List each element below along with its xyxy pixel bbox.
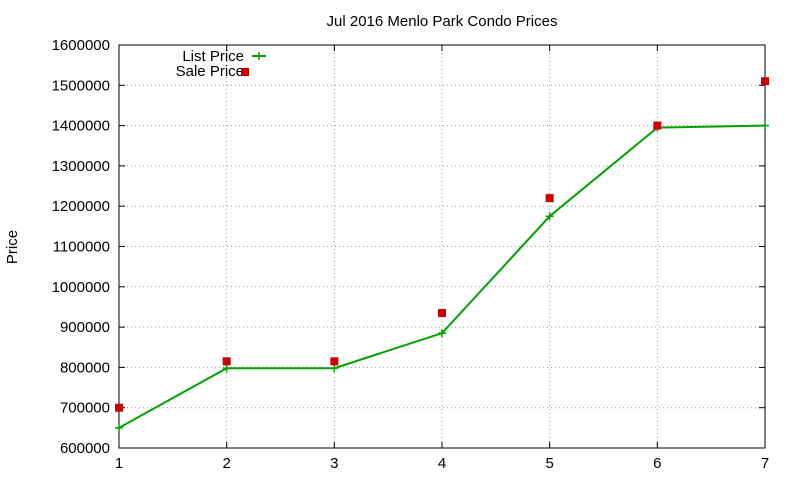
legend-plus-marker: [255, 52, 263, 60]
series-line-list-price: [118, 124, 766, 429]
x-tick-label: 2: [222, 455, 230, 472]
y-tick-label: 1300000: [52, 158, 110, 175]
y-tick-label: 900000: [60, 319, 110, 336]
chart-title: Jul 2016 Menlo Park Condo Prices: [327, 13, 558, 30]
point-list-price: [761, 121, 769, 130]
point-list-price: [438, 329, 446, 338]
point-sale-price: [438, 308, 446, 317]
y-tick-label: 600000: [60, 440, 110, 457]
point-sale-price: [222, 357, 231, 366]
grid: [119, 45, 765, 448]
legend-label-sale-price: Sale Price: [176, 63, 244, 80]
x-tick-label: 7: [761, 455, 769, 472]
x-tick-label: 6: [653, 455, 661, 472]
y-tick-label: 800000: [60, 359, 110, 376]
point-sale-price: [545, 194, 554, 203]
point-list-price: [222, 364, 231, 373]
y-tick-label: 1200000: [52, 198, 110, 215]
point-list-price: [330, 364, 339, 373]
y-tick-label: 700000: [60, 400, 110, 417]
y-axis: 600000 700000 800000 900000 1000000 1100000 12…: [52, 37, 765, 457]
point-sale-price: [761, 77, 769, 86]
point-list-price: [115, 423, 123, 432]
legend-label-list-price: List Price: [182, 48, 244, 65]
legend: List Price Sale Price: [176, 48, 266, 80]
legend-marker-list-price: [255, 52, 263, 60]
point-sale-price: [330, 357, 339, 366]
point-sale-price: [115, 403, 123, 412]
y-tick-label: 1400000: [52, 118, 110, 135]
y-tick-label: 1000000: [52, 279, 110, 296]
x-axis: 1 2 3 4 5 6 7: [115, 45, 769, 472]
point-sale-price: [653, 121, 662, 130]
point-list-price: [545, 212, 554, 221]
y-tick-label: 1100000: [53, 239, 110, 256]
y-axis-title: Price: [4, 230, 21, 264]
y-tick-label: 1500000: [52, 77, 110, 94]
y-tick-label: 1600000: [52, 37, 110, 54]
x-tick-label: 3: [330, 455, 338, 472]
x-tick-label: 5: [545, 455, 553, 472]
x-tick-label: 1: [115, 455, 123, 472]
series-layer: [115, 77, 769, 432]
x-tick-label: 4: [438, 455, 446, 472]
legend-marker-sale-price: [241, 68, 249, 76]
